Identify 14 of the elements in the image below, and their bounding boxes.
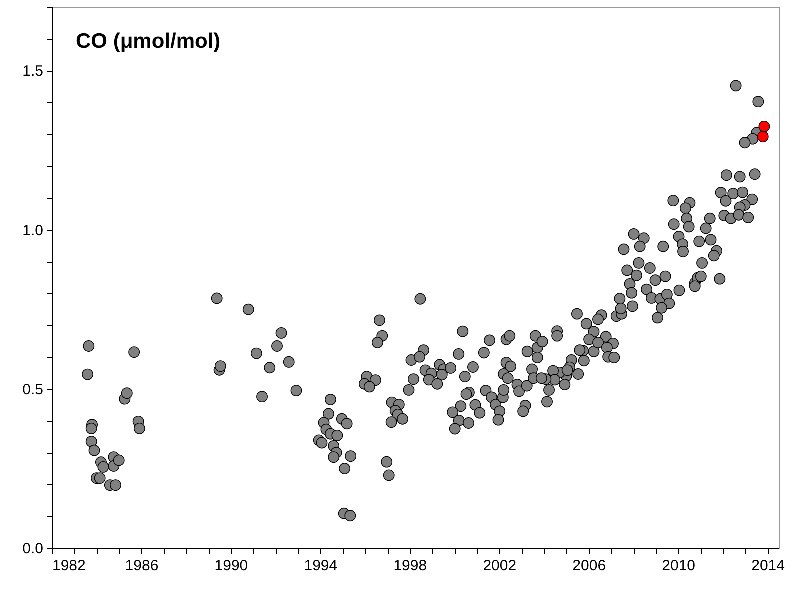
- x-tick-label: 1986: [125, 558, 159, 574]
- y-tick-label: 1.0: [22, 222, 44, 240]
- x-tick-label: 2010: [662, 558, 696, 574]
- x-tick-label: 1994: [304, 558, 338, 574]
- y-tick-label: 0.5: [22, 381, 44, 398]
- x-tick-label: 1990: [214, 558, 248, 574]
- text: CO (μmol/mol): [76, 30, 221, 53]
- x-tick-label: 2006: [572, 558, 606, 574]
- x-tick-label: 1982: [52, 558, 86, 574]
- x-tick-label: 1998: [394, 558, 428, 574]
- y-tick-label: 0.0: [22, 540, 44, 558]
- y-tick-label: 1.5: [22, 63, 44, 80]
- x-tick-label: 2002: [483, 558, 517, 574]
- x-tick-label: 2014: [752, 558, 786, 574]
